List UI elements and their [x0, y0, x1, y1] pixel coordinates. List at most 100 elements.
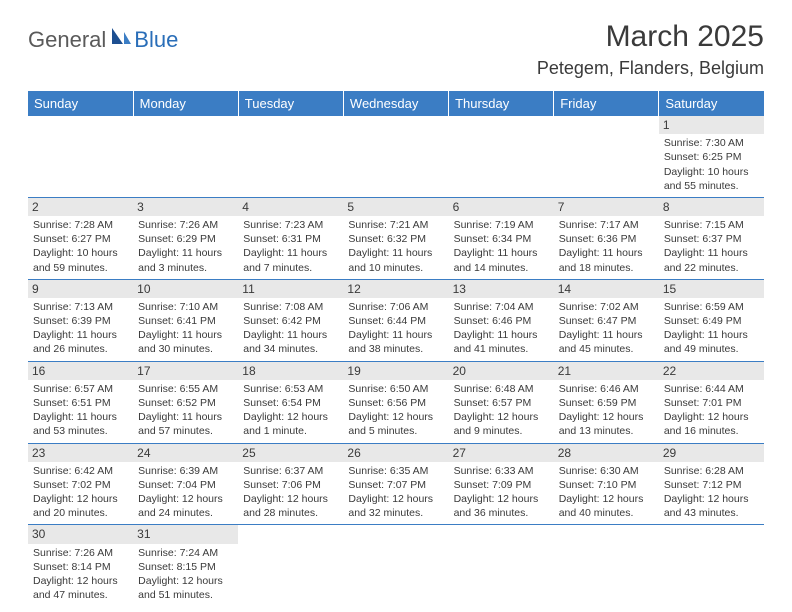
calendar-cell: [133, 116, 238, 197]
daylight-text: Daylight: 12 hours and 47 minutes.: [33, 574, 128, 602]
sunset-text: Sunset: 7:10 PM: [559, 478, 654, 492]
sunset-text: Sunset: 6:54 PM: [243, 396, 338, 410]
sunrise-text: Sunrise: 7:21 AM: [348, 218, 443, 232]
day-number: 12: [343, 280, 448, 298]
daylight-text: Daylight: 11 hours and 38 minutes.: [348, 328, 443, 356]
weekday-header-row: Sunday Monday Tuesday Wednesday Thursday…: [28, 91, 764, 116]
calendar-cell: [238, 525, 343, 606]
day-number: 25: [238, 444, 343, 462]
sunset-text: Sunset: 6:52 PM: [138, 396, 233, 410]
daylight-text: Daylight: 11 hours and 10 minutes.: [348, 246, 443, 274]
day-number: 28: [554, 444, 659, 462]
calendar-table: Sunday Monday Tuesday Wednesday Thursday…: [28, 91, 764, 606]
daylight-text: Daylight: 11 hours and 3 minutes.: [138, 246, 233, 274]
day-number: 17: [133, 362, 238, 380]
day-number: 6: [449, 198, 554, 216]
day-number: 21: [554, 362, 659, 380]
daylight-text: Daylight: 12 hours and 20 minutes.: [33, 492, 128, 520]
calendar-body: 1Sunrise: 7:30 AMSunset: 6:25 PMDaylight…: [28, 116, 764, 606]
weekday-header: Sunday: [28, 91, 133, 116]
sunset-text: Sunset: 7:01 PM: [664, 396, 759, 410]
daylight-text: Daylight: 12 hours and 9 minutes.: [454, 410, 549, 438]
sunrise-text: Sunrise: 7:17 AM: [559, 218, 654, 232]
sunrise-text: Sunrise: 6:42 AM: [33, 464, 128, 478]
month-title: March 2025: [537, 20, 764, 54]
weekday-header: Tuesday: [238, 91, 343, 116]
calendar-row: 9 Sunrise: 7:13 AMSunset: 6:39 PM Daylight…: [28, 279, 764, 361]
sunset-text: Sunset: 6:56 PM: [348, 396, 443, 410]
calendar-cell: 20Sunrise: 6:48 AMSunset: 6:57 PMDayligh…: [449, 361, 554, 443]
daylight-text: Daylight: 11 hours and 30 minutes.: [138, 328, 233, 356]
sunset-text: Sunset: 6:37 PM: [664, 232, 759, 246]
calendar-cell: 27Sunrise: 6:33 AMSunset: 7:09 PMDayligh…: [449, 443, 554, 525]
sunrise-text: Sunrise: 6:59 AM: [664, 300, 759, 314]
calendar-cell: 14Sunrise: 7:02 AMSunset: 6:47 PMDayligh…: [554, 279, 659, 361]
day-number: 13: [449, 280, 554, 298]
daylight-text: Daylight: 11 hours and 49 minutes.: [664, 328, 759, 356]
daylight-text: Daylight: 11 hours and 34 minutes.: [243, 328, 338, 356]
sunrise-text: Sunrise: 7:10 AM: [138, 300, 233, 314]
sunrise-text: Sunrise: 7:06 AM: [348, 300, 443, 314]
day-number: 16: [28, 362, 133, 380]
calendar-cell: 31Sunrise: 7:24 AMSunset: 8:15 PMDayligh…: [133, 525, 238, 606]
daylight-text: Daylight: 12 hours and 32 minutes.: [348, 492, 443, 520]
weekday-header: Friday: [554, 91, 659, 116]
logo: General Blue: [28, 26, 178, 53]
day-number: 3: [133, 198, 238, 216]
day-number: 22: [659, 362, 764, 380]
sunrise-text: Sunrise: 6:39 AM: [138, 464, 233, 478]
daylight-text: Daylight: 12 hours and 28 minutes.: [243, 492, 338, 520]
sunrise-text: Sunrise: 7:08 AM: [243, 300, 338, 314]
calendar-cell: [449, 116, 554, 197]
logo-text-blue: Blue: [134, 27, 178, 53]
day-number: 23: [28, 444, 133, 462]
day-number: 1: [659, 116, 764, 134]
day-number: 7: [554, 198, 659, 216]
day-number: 11: [238, 280, 343, 298]
day-number: 9: [28, 280, 133, 298]
calendar-cell: 19Sunrise: 6:50 AMSunset: 6:56 PMDayligh…: [343, 361, 448, 443]
sunset-text: Sunset: 6:39 PM: [33, 314, 128, 328]
weekday-header: Thursday: [449, 91, 554, 116]
sunset-text: Sunset: 6:25 PM: [664, 150, 759, 164]
sunrise-text: Sunrise: 6:57 AM: [33, 382, 128, 396]
sunrise-text: Sunrise: 7:13 AM: [33, 300, 128, 314]
header: General Blue March 2025 Petegem, Flander…: [28, 20, 764, 79]
sunrise-text: Sunrise: 7:26 AM: [138, 218, 233, 232]
calendar-cell: 9Sunrise: 7:13 AMSunset: 6:39 PMDaylight…: [28, 279, 133, 361]
calendar-cell: 11Sunrise: 7:08 AMSunset: 6:42 PMDayligh…: [238, 279, 343, 361]
sunrise-text: Sunrise: 6:53 AM: [243, 382, 338, 396]
calendar-cell: 25Sunrise: 6:37 AMSunset: 7:06 PMDayligh…: [238, 443, 343, 525]
sunrise-text: Sunrise: 7:26 AM: [33, 546, 128, 560]
day-number: 29: [659, 444, 764, 462]
daylight-text: Daylight: 10 hours and 59 minutes.: [33, 246, 128, 274]
sunrise-text: Sunrise: 7:24 AM: [138, 546, 233, 560]
sunset-text: Sunset: 6:57 PM: [454, 396, 549, 410]
calendar-row: 23Sunrise: 6:42 AMSunset: 7:02 PMDayligh…: [28, 443, 764, 525]
calendar-cell: 17Sunrise: 6:55 AMSunset: 6:52 PMDayligh…: [133, 361, 238, 443]
calendar-cell: 23Sunrise: 6:42 AMSunset: 7:02 PMDayligh…: [28, 443, 133, 525]
calendar-cell: 7Sunrise: 7:17 AMSunset: 6:36 PMDaylight…: [554, 197, 659, 279]
daylight-text: Daylight: 11 hours and 14 minutes.: [454, 246, 549, 274]
calendar-row: 30Sunrise: 7:26 AMSunset: 8:14 PMDayligh…: [28, 525, 764, 606]
daylight-text: Daylight: 11 hours and 53 minutes.: [33, 410, 128, 438]
logo-sail-icon: [110, 26, 132, 51]
calendar-cell: 4Sunrise: 7:23 AMSunset: 6:31 PMDaylight…: [238, 197, 343, 279]
sunrise-text: Sunrise: 6:30 AM: [559, 464, 654, 478]
day-number: 14: [554, 280, 659, 298]
calendar-row: 16Sunrise: 6:57 AMSunset: 6:51 PMDayligh…: [28, 361, 764, 443]
sunrise-text: Sunrise: 6:48 AM: [454, 382, 549, 396]
day-number: 2: [28, 198, 133, 216]
day-number: 5: [343, 198, 448, 216]
day-number: 31: [133, 525, 238, 543]
calendar-cell: 13Sunrise: 7:04 AMSunset: 6:46 PMDayligh…: [449, 279, 554, 361]
daylight-text: Daylight: 12 hours and 40 minutes.: [559, 492, 654, 520]
day-number: 19: [343, 362, 448, 380]
calendar-cell: [238, 116, 343, 197]
day-number: 4: [238, 198, 343, 216]
sunset-text: Sunset: 6:51 PM: [33, 396, 128, 410]
sunrise-text: Sunrise: 7:28 AM: [33, 218, 128, 232]
day-number: 15: [659, 280, 764, 298]
sunset-text: Sunset: 6:34 PM: [454, 232, 549, 246]
title-block: March 2025 Petegem, Flanders, Belgium: [537, 20, 764, 79]
